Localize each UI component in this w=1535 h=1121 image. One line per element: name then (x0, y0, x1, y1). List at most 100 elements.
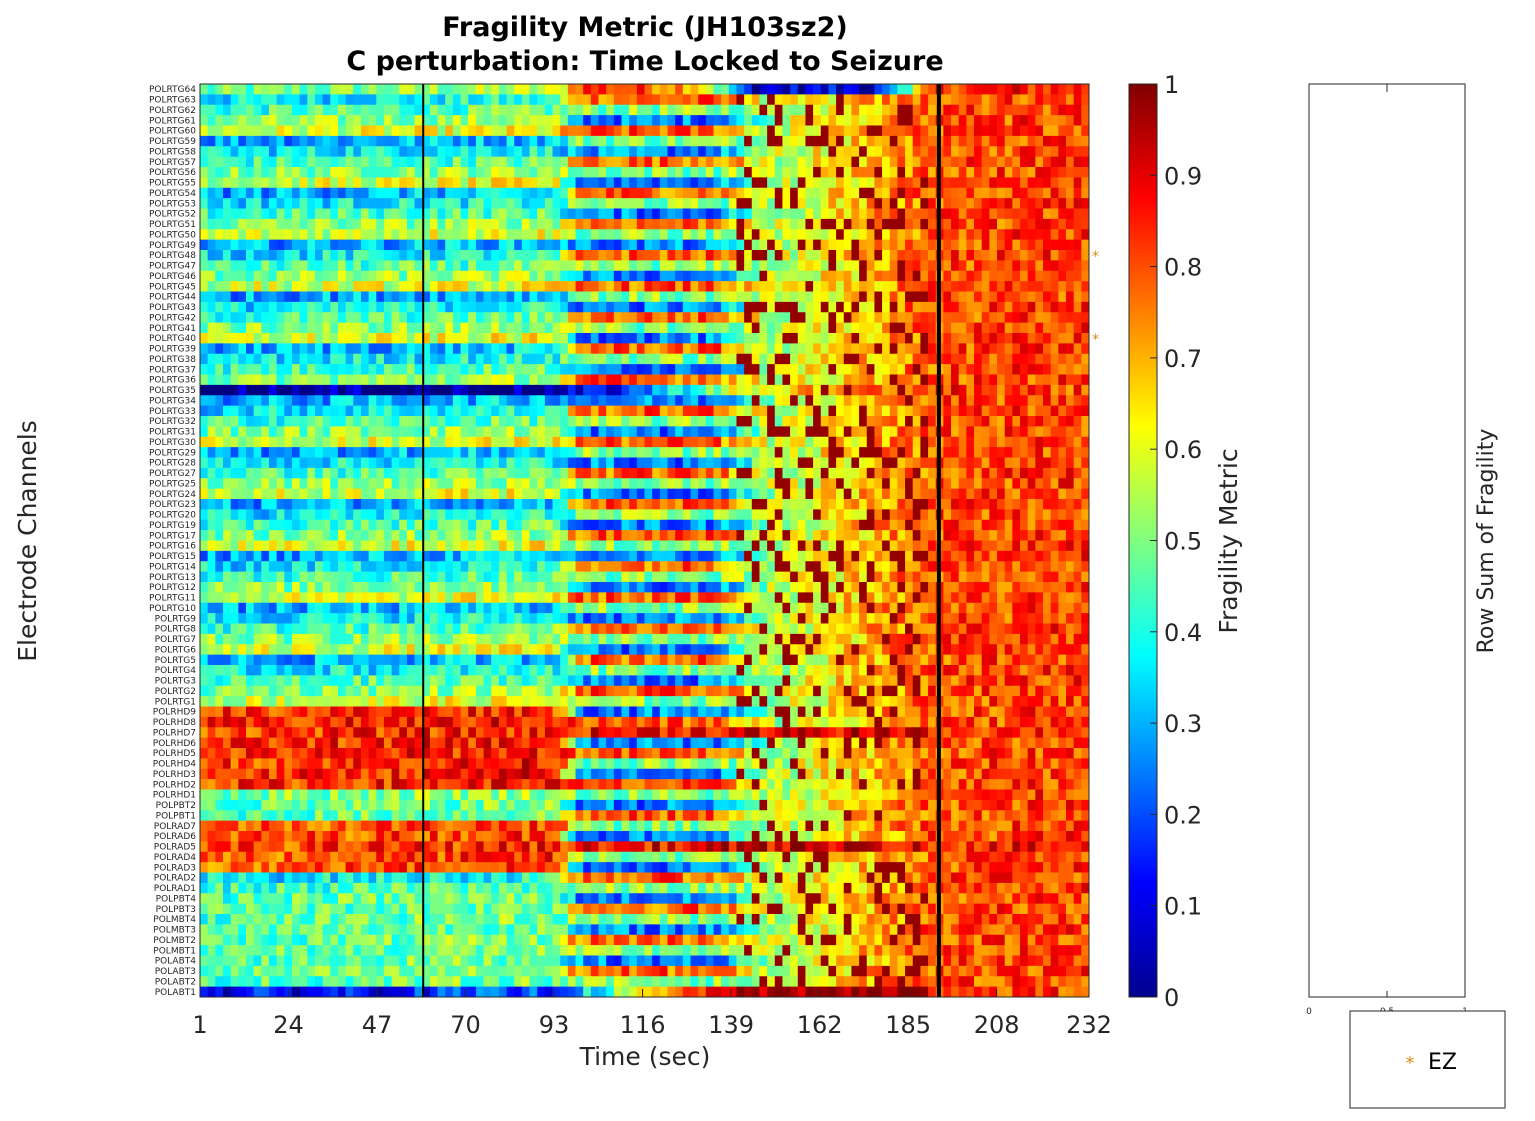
heatmap-cell (552, 125, 561, 137)
heatmap-cell (207, 94, 216, 106)
heatmap-cell (613, 436, 622, 448)
heatmap-cell (667, 457, 676, 469)
heatmap-cell (529, 239, 538, 251)
heatmap-cell (376, 250, 385, 261)
heatmap-cell (215, 467, 224, 479)
heatmap-cell (797, 208, 806, 220)
heatmap-cell (1081, 395, 1090, 407)
heatmap-cell (828, 260, 837, 272)
heatmap-cell (859, 115, 868, 126)
heatmap-cell (322, 250, 331, 261)
heatmap-cell (828, 229, 837, 241)
heatmap-cell (905, 384, 914, 396)
heatmap-cell (437, 167, 446, 178)
heatmap-cell (751, 146, 760, 158)
heatmap-cell (966, 177, 975, 189)
heatmap-cell (874, 239, 883, 251)
heatmap-cell (276, 94, 285, 106)
heatmap-cell (1020, 374, 1029, 386)
heatmap-cell (629, 115, 638, 126)
heatmap-cell (652, 374, 661, 386)
heatmap-cell (514, 270, 523, 282)
heatmap-cell (851, 250, 860, 261)
heatmap-cell (299, 301, 308, 313)
heatmap-cell (951, 208, 960, 220)
heatmap-cell (399, 322, 408, 334)
heatmap-cell (851, 519, 860, 531)
heatmap-cell (905, 94, 914, 106)
heatmap-cell (345, 519, 354, 531)
heatmap-cell (498, 426, 507, 438)
heatmap-cell (767, 84, 776, 95)
heatmap-cell (314, 426, 324, 438)
heatmap-cell (744, 94, 753, 106)
heatmap-cell (537, 353, 546, 365)
heatmap-cell (920, 395, 929, 407)
heatmap-cell (429, 519, 438, 531)
heatmap-cell (705, 208, 714, 220)
heatmap-cell (820, 343, 829, 355)
heatmap-cell (851, 457, 860, 469)
heatmap-cell (245, 312, 255, 324)
heatmap-cell (521, 467, 530, 479)
heatmap-cell (675, 115, 684, 126)
heatmap-cell (429, 447, 438, 458)
heatmap-cell (744, 447, 753, 458)
heatmap-cell (575, 436, 584, 448)
heatmap-cell (537, 291, 546, 303)
heatmap-cell (1035, 374, 1044, 386)
heatmap-cell (644, 270, 653, 282)
heatmap-cell (928, 312, 937, 324)
heatmap-cell (368, 436, 377, 448)
heatmap-cell (200, 146, 209, 158)
heatmap-cell (728, 364, 737, 375)
heatmap-cell (575, 509, 584, 521)
heatmap-cell (690, 208, 699, 220)
heatmap-cell (598, 239, 607, 251)
heatmap-cell (897, 291, 906, 303)
heatmap-cell (721, 343, 730, 355)
heatmap-cell (782, 416, 791, 427)
heatmap-cell (774, 135, 783, 147)
heatmap-cell (337, 198, 347, 209)
heatmap-cell (345, 333, 354, 344)
heatmap-cell (475, 364, 484, 375)
heatmap-cell (1073, 135, 1082, 147)
heatmap-cell (368, 457, 377, 469)
heatmap-cell (368, 104, 377, 116)
heatmap-cell (200, 499, 209, 510)
heatmap-cell (751, 436, 760, 448)
heatmap-cell (928, 291, 937, 303)
heatmap-cell (207, 229, 216, 241)
heatmap-cell (667, 395, 676, 407)
heatmap-cell (445, 84, 454, 95)
heatmap-cell (498, 353, 507, 365)
heatmap-cell (376, 84, 385, 95)
heatmap-cell (759, 384, 768, 396)
heatmap-cell (705, 343, 714, 355)
heatmap-cell (897, 426, 906, 438)
heatmap-cell (284, 135, 293, 147)
heatmap-cell (337, 426, 347, 438)
heatmap-cell (1073, 467, 1082, 479)
heatmap-cell (774, 156, 783, 168)
heatmap-cell (874, 322, 883, 334)
heatmap-cell (276, 84, 285, 95)
heatmap-cell (498, 457, 507, 469)
heatmap-cell (828, 187, 837, 199)
heatmap-cell (529, 84, 538, 95)
heatmap-cell (782, 436, 791, 448)
heatmap-cell (200, 125, 209, 137)
heatmap-cell (583, 187, 592, 199)
heatmap-cell (360, 94, 369, 106)
heatmap-cell (291, 208, 301, 220)
heatmap-cell (1043, 260, 1052, 272)
heatmap-cell (675, 478, 684, 490)
heatmap-cell (813, 333, 822, 344)
heatmap-cell (475, 426, 484, 438)
heatmap-cell (751, 478, 760, 490)
heatmap-cell (682, 488, 691, 500)
heatmap-cell (851, 364, 860, 375)
heatmap-cell (652, 115, 661, 126)
heatmap-cell (222, 395, 232, 407)
